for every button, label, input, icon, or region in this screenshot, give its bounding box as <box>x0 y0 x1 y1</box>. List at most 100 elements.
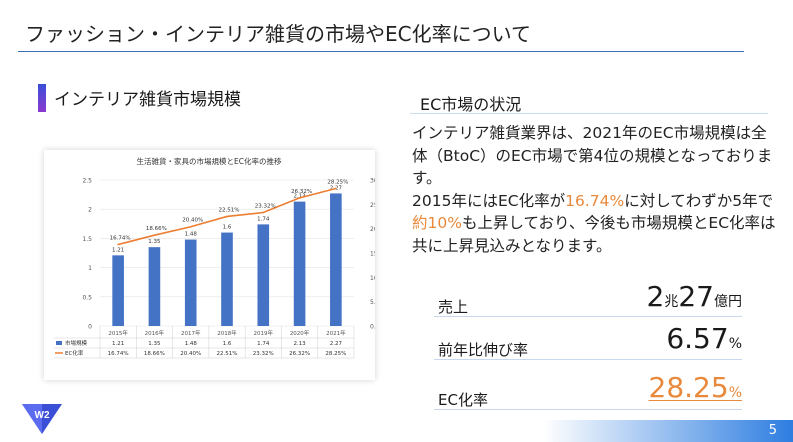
company-logo: W2 <box>22 402 62 440</box>
ec-rate-label: EC化率 <box>438 391 488 409</box>
x-tick-label: 2018年 <box>217 329 237 337</box>
y-right-tick-label: 20.00% <box>370 226 375 233</box>
ec-rate-point <box>117 243 119 246</box>
table-cell: 26.32% <box>289 351 310 357</box>
table-cell: 1.35 <box>148 341 161 347</box>
para2-highlight-rate: 16.74% <box>565 191 625 210</box>
bar-value-label: 1.74 <box>257 216 270 222</box>
y-left-tick-label: 2 <box>88 207 92 214</box>
ec-rate-unit: % <box>728 385 742 401</box>
ec-rate-point <box>189 225 192 228</box>
market-size-heading-text: インテリア雑貨市場規模 <box>54 90 241 110</box>
sales-unit2: 億円 <box>714 294 742 310</box>
ec-description-para1: インテリア雑貨業界は、2021年のEC市場規模は全体（BtoC）のEC市場で第4… <box>412 124 773 187</box>
ec-rate-value-label: 18.66% <box>146 226 167 232</box>
footer-accent-bar <box>543 420 793 442</box>
bar-2021年 <box>330 193 342 326</box>
sales-num1: 2 <box>646 280 665 313</box>
y-left-tick-label: 0 <box>88 324 92 331</box>
ec-rate-value-label: 23.32% <box>255 204 276 210</box>
y-right-tick-label: 0.00% <box>370 324 375 331</box>
para2-part-a: 2015年にはEC化率が <box>412 191 566 210</box>
ec-rate-divider <box>434 409 742 410</box>
ec-rate-value-label: 20.40% <box>182 218 203 224</box>
table-cell: 28.25% <box>325 351 346 357</box>
ec-rate-point <box>153 234 156 236</box>
growth-number: 6.57 <box>666 322 729 355</box>
heading-accent-bar <box>38 84 46 112</box>
bar-2019年 <box>257 224 270 326</box>
x-tick-label: 2019年 <box>254 329 274 337</box>
growth-divider <box>434 359 742 360</box>
ec-description: インテリア雑貨業界は、2021年のEC市場規模は全体（BtoC）のEC市場で第4… <box>412 122 782 257</box>
y-left-tick-label: 1.5 <box>82 236 92 243</box>
x-tick-label: 2017年 <box>181 329 201 337</box>
ec-rate-point <box>226 215 228 218</box>
table-cell: 1.48 <box>185 341 198 347</box>
ec-rate-value: 28.25% <box>600 371 742 404</box>
bar-value-label: 1.48 <box>185 232 198 238</box>
ec-rate-point <box>298 197 301 199</box>
page-title: ファッション・インテリア雑貨の市場やEC化率について <box>25 22 532 46</box>
bar-value-label: 1.21 <box>112 247 124 253</box>
table-cell: 2.27 <box>330 341 343 347</box>
bar-2016年 <box>148 247 161 326</box>
para2-part-b: に対してわずか5年で <box>624 191 774 210</box>
y-right-tick-label: 15.00% <box>370 251 375 258</box>
bar-2018年 <box>221 232 233 326</box>
table-legend-swatch-bar <box>56 341 62 345</box>
chart-title: 生活雑貨・家具の市場規模とEC化率の推移 <box>137 156 282 166</box>
sales-unit1: 兆 <box>664 294 679 310</box>
y-right-tick-label: 30.00% <box>370 178 375 185</box>
table-cell: 18.66% <box>144 351 165 357</box>
x-tick-label: 2020年 <box>290 329 310 337</box>
page-number: 5 <box>768 423 777 438</box>
ec-heading-divider <box>410 113 768 114</box>
ec-rate-point <box>262 211 265 214</box>
table-cell: 22.51% <box>217 351 238 357</box>
y-left-tick-label: 0.5 <box>82 294 92 301</box>
bar-2015年 <box>112 255 124 326</box>
bar-value-label: 1.35 <box>148 239 161 245</box>
x-tick-label: 2021年 <box>326 329 346 337</box>
table-legend-label: EC化率 <box>65 349 84 357</box>
ec-rate-point <box>335 187 337 190</box>
bar-2017年 <box>184 239 197 326</box>
y-right-tick-label: 10.00% <box>370 275 375 282</box>
y-right-tick-label: 25.00% <box>370 202 375 209</box>
ec-rate-value-label: 22.51% <box>219 207 240 213</box>
y-right-tick-label: 5.00% <box>370 299 375 306</box>
table-cell: 20.40% <box>180 351 201 357</box>
market-chart-svg: 生活雑貨・家具の市場規模とEC化率の推移 0 0.5 1 1.5 2 2.5 0.00% 5.0… <box>54 156 393 359</box>
x-tick-label: 2015年 <box>108 329 128 337</box>
ec-description-para2: 2015年にはEC化率が16.74%に対してわずか5年で約10%も上昇しており、… <box>412 190 782 258</box>
y-left-tick-label: 1 <box>88 265 92 272</box>
table-cell: 2.13 <box>293 341 306 347</box>
table-cell: 1.74 <box>257 341 270 347</box>
ec-rate-value-label: 28.25% <box>327 180 348 186</box>
logo-text: W2 <box>35 410 50 421</box>
market-chart: 生活雑貨・家具の市場規模とEC化率の推移 0 0.5 1 1.5 2 2.5 0.00% 5.0… <box>44 150 393 380</box>
table-cell: 1.21 <box>112 341 124 347</box>
ec-rate-value-label: 16.74% <box>110 236 131 242</box>
ec-market-heading: EC市場の状況 <box>420 95 522 114</box>
para2-highlight-increase: 約10% <box>412 214 462 232</box>
table-cell: 23.32% <box>253 351 274 357</box>
growth-value: 6.57% <box>600 322 742 355</box>
ec-rate-number: 28.25 <box>648 371 729 404</box>
bar-value-label: 1.6 <box>223 225 232 231</box>
sales-value: 2兆27億円 <box>600 280 742 313</box>
sales-label: 売上 <box>438 298 469 316</box>
ec-rate-value-label: 26.32% <box>291 189 312 195</box>
table-legend-label: 市場規模 <box>65 339 88 347</box>
para2-part-c: も上昇しており、今後も市場規模とEC化率は共に上昇見込みとなります。 <box>412 214 776 255</box>
table-cell: 16.74% <box>108 351 129 357</box>
bar-value-label: 2.13 <box>293 194 306 200</box>
growth-unit: % <box>728 336 742 352</box>
logo-icon: W2 <box>22 404 62 434</box>
sales-num2: 27 <box>678 280 714 313</box>
growth-label: 前年比伸び率 <box>438 341 529 359</box>
x-tick-label: 2016年 <box>145 329 165 337</box>
title-divider <box>18 51 744 52</box>
sales-divider <box>434 316 742 317</box>
